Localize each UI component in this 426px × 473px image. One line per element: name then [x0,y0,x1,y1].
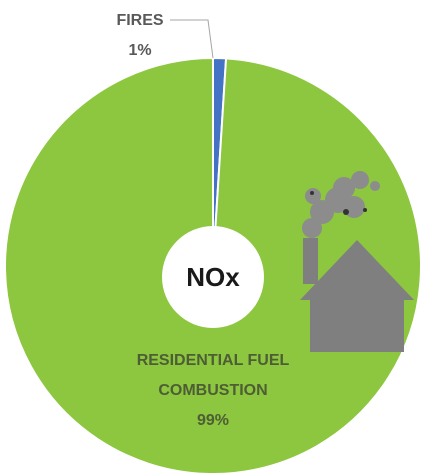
slice-label: FIRES 1% [110,6,170,66]
slices [4,56,422,473]
category-label: FIRES [116,12,164,29]
leader-line [170,19,214,59]
center-label: NOx [186,262,240,292]
value-label: 1% [128,42,152,59]
pie-slice [4,56,422,473]
value-label: 99% [196,412,230,429]
house-icon [300,171,414,352]
slice-label: RESIDENTIAL FUEL COMBUSTION 99% [103,346,323,436]
center-hole [162,226,264,328]
category-label: RESIDENTIAL FUEL COMBUSTION [136,352,290,399]
